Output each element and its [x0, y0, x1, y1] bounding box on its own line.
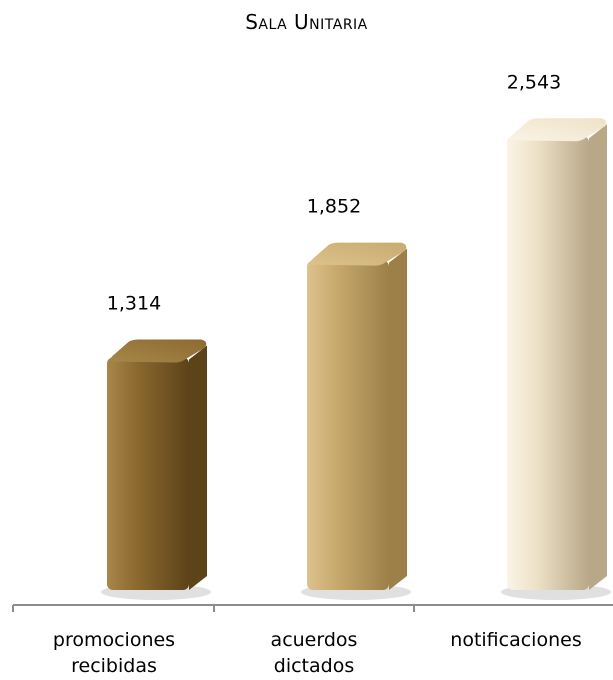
data-label: 1,314	[107, 292, 161, 314]
x-tick-label: promociones recibidas	[53, 629, 175, 677]
bar-side	[189, 345, 207, 590]
data-label: 2,543	[507, 71, 561, 93]
bar	[307, 261, 389, 590]
x-tick-label: acuerdos dictados	[271, 629, 358, 677]
bar-side	[389, 249, 407, 590]
bar-side	[589, 124, 607, 590]
bar	[107, 357, 189, 590]
bars-layer	[101, 118, 611, 600]
x-axis	[13, 605, 613, 612]
x-tick-label: notificaciones	[450, 629, 581, 651]
bar	[507, 136, 589, 590]
data-label: 1,852	[307, 196, 361, 218]
